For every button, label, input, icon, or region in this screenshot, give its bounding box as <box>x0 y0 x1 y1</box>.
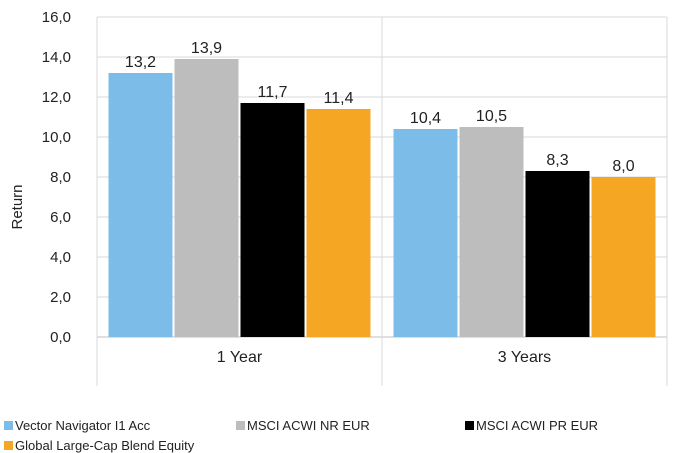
legend-swatch <box>4 421 13 430</box>
bars <box>108 59 656 337</box>
bar <box>306 109 371 337</box>
y-tick-label: 12,0 <box>42 89 71 106</box>
legend-swatch <box>465 421 474 430</box>
y-tick-label: 8,0 <box>50 169 71 186</box>
bar <box>240 103 305 337</box>
legend-label: MSCI ACWI NR EUR <box>247 418 370 433</box>
x-axis: 1 Year 3 Years <box>96 17 668 386</box>
y-tick-label: 6,0 <box>50 209 71 226</box>
data-label: 13,9 <box>191 40 222 57</box>
x-tick-label: 3 Years <box>498 349 551 366</box>
y-tick-label: 2,0 <box>50 289 71 306</box>
bar <box>108 73 173 337</box>
y-tick-label: 0,0 <box>50 329 71 346</box>
data-labels: 13,2 13,9 11,7 11,4 10,4 10,5 8,3 8,0 <box>125 40 635 175</box>
y-tick-label: 10,0 <box>42 129 71 146</box>
legend-label: MSCI ACWI PR EUR <box>476 418 599 433</box>
data-label: 11,4 <box>324 90 354 107</box>
y-tick-label: 14,0 <box>42 49 71 66</box>
legend-label: Global Large-Cap Blend Equity <box>15 438 195 453</box>
x-tick-label: 1 Year <box>217 349 263 366</box>
bar-chart: 0,0 2,0 4,0 6,0 8,0 10,0 12,0 14,0 16,0 13,2 13,9… <box>9 9 668 386</box>
legend-item: Vector Navigator I1 Acc <box>4 418 150 433</box>
data-label: 8,0 <box>612 158 634 175</box>
legend-swatch <box>236 421 245 430</box>
legend-item: MSCI ACWI PR EUR <box>465 418 598 433</box>
bar <box>591 177 656 337</box>
bar <box>393 129 458 337</box>
bar <box>525 171 590 337</box>
legend-item: Global Large-Cap Blend Equity <box>4 438 194 453</box>
legend-swatch <box>4 441 13 450</box>
legend-label: Vector Navigator I1 Acc <box>15 418 151 433</box>
bar <box>459 127 524 337</box>
bar <box>174 59 239 337</box>
data-label: 11,7 <box>258 84 288 101</box>
data-label: 10,5 <box>476 108 507 125</box>
y-axis-title: Return <box>9 184 26 229</box>
y-axis: 0,0 2,0 4,0 6,0 8,0 10,0 12,0 14,0 16,0 <box>42 9 71 346</box>
y-tick-label: 4,0 <box>50 249 71 266</box>
data-label: 13,2 <box>125 54 156 71</box>
y-tick-label: 16,0 <box>42 9 71 26</box>
data-label: 10,4 <box>410 110 441 127</box>
legend: Vector Navigator I1 Acc MSCI ACWI NR EUR M… <box>0 416 675 453</box>
data-label: 8,3 <box>546 152 568 169</box>
legend-item: MSCI ACWI NR EUR <box>236 418 370 433</box>
